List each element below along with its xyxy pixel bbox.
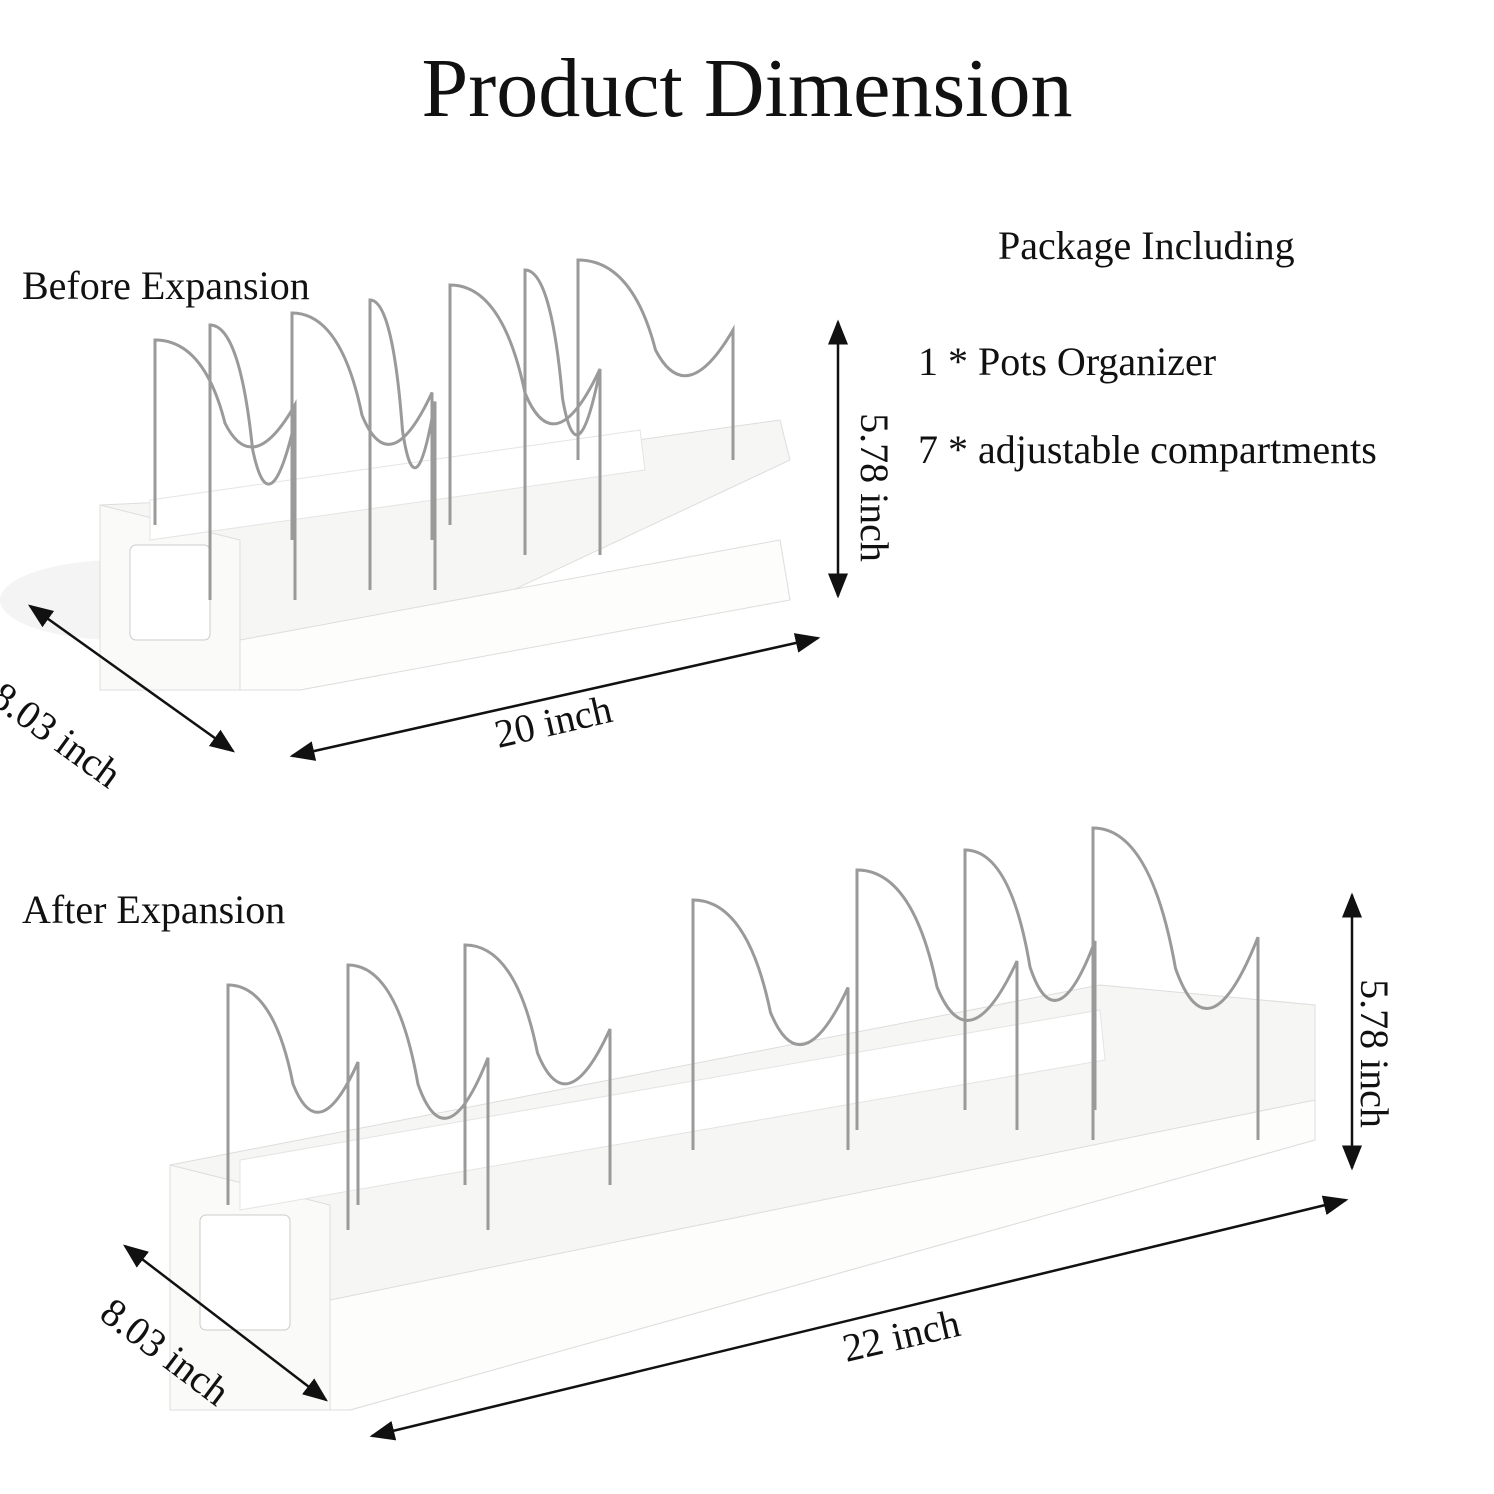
wire-divider (290, 311, 434, 540)
package-item: 1 * Pots Organizer (918, 339, 1217, 384)
package-heading: Package Including (998, 223, 1295, 268)
wire-divider (153, 338, 297, 525)
wire-divider (523, 268, 602, 555)
after-height-label: 5.78 inch (1351, 979, 1397, 1128)
package-item: 7 * adjustable compartments (918, 427, 1377, 472)
after-expansion-label: After Expansion (22, 887, 286, 932)
wire-divider (346, 963, 490, 1230)
before-width-arrow (289, 633, 821, 761)
rack-after (169, 826, 1316, 1411)
wire-divider (1091, 826, 1260, 1140)
wire-divider (463, 943, 612, 1185)
page-title: Product Dimension (421, 42, 1073, 135)
before-expansion-label: Before Expansion (22, 263, 310, 308)
wire-divider (368, 298, 437, 590)
wire-divider (576, 258, 735, 460)
rack-before (0, 258, 791, 691)
wire-divider (691, 898, 850, 1150)
after-width-arrow (369, 1195, 1349, 1441)
wire-divider (855, 868, 1019, 1130)
wire-divider (208, 323, 297, 600)
after-depth-arrow (123, 1244, 328, 1402)
wire-divider (226, 983, 360, 1205)
before-depth-arrow (27, 604, 236, 753)
before-height-label: 5.78 inch (851, 413, 897, 562)
wire-divider (963, 848, 1097, 1110)
